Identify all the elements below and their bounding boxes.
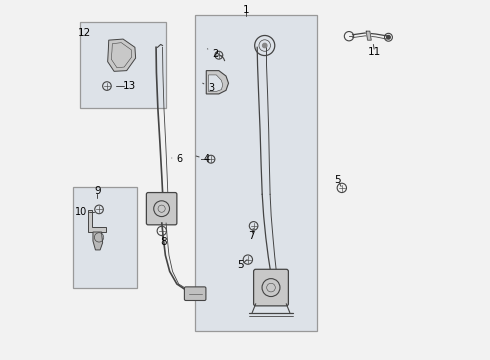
Text: 3: 3 (203, 83, 214, 93)
Bar (80, 22, 166, 108)
Polygon shape (206, 71, 228, 94)
Text: 7: 7 (248, 231, 255, 240)
Bar (195, 15, 317, 330)
Text: 13: 13 (123, 81, 136, 91)
Text: 10: 10 (74, 207, 87, 217)
Text: 12: 12 (78, 28, 91, 38)
Text: 4: 4 (196, 154, 209, 164)
Text: 6: 6 (172, 154, 182, 164)
Text: 9: 9 (94, 186, 100, 197)
Bar (73, 187, 137, 288)
FancyBboxPatch shape (184, 287, 206, 301)
FancyBboxPatch shape (147, 193, 177, 225)
Text: 5: 5 (237, 260, 244, 270)
Text: 5: 5 (334, 175, 341, 185)
Polygon shape (93, 232, 102, 250)
Polygon shape (108, 39, 136, 71)
Circle shape (387, 36, 390, 39)
Text: 2: 2 (207, 49, 218, 59)
Polygon shape (366, 31, 371, 40)
Text: 8: 8 (160, 237, 167, 247)
Text: 1: 1 (243, 5, 249, 15)
FancyBboxPatch shape (254, 269, 289, 306)
Circle shape (263, 43, 267, 48)
Text: 11: 11 (368, 46, 381, 57)
Polygon shape (88, 211, 106, 232)
Polygon shape (208, 75, 223, 91)
